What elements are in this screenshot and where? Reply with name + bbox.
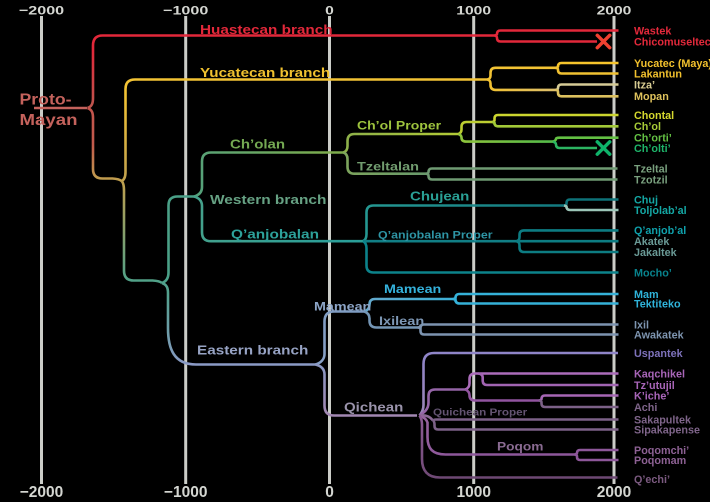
svg-text:Tektiteko: Tektiteko (634, 298, 681, 310)
svg-text:0: 0 (325, 3, 334, 17)
svg-text:Tzotzil: Tzotzil (634, 174, 668, 186)
svg-text:Awakatek: Awakatek (634, 329, 685, 341)
svg-text:Wastek: Wastek (634, 25, 672, 37)
svg-text:Tzeltal: Tzeltal (634, 163, 668, 175)
svg-text:Sipakapense: Sipakapense (634, 424, 700, 436)
svg-text:2000: 2000 (597, 484, 631, 501)
svg-text:Mayan: Mayan (20, 112, 78, 129)
svg-text:Ch’orti’: Ch’orti’ (634, 133, 672, 145)
svg-text:Mamean: Mamean (384, 282, 441, 296)
svg-text:Tzeltalan: Tzeltalan (357, 160, 419, 174)
svg-text:Mam: Mam (634, 289, 659, 301)
svg-text:Lakantun: Lakantun (634, 68, 682, 80)
svg-text:Uspantek: Uspantek (634, 348, 684, 360)
svg-text:−1000: −1000 (164, 484, 208, 501)
svg-text:Yucatec (Maya): Yucatec (Maya) (634, 58, 710, 70)
svg-text:−1000: −1000 (163, 3, 208, 17)
svg-text:Tz’utujil: Tz’utujil (634, 380, 675, 392)
svg-text:Eastern branch: Eastern branch (197, 343, 308, 358)
svg-text:Ixil: Ixil (634, 319, 649, 331)
svg-text:Poqom: Poqom (497, 440, 544, 454)
svg-text:Q’anjobalan: Q’anjobalan (231, 227, 319, 242)
svg-text:Sakapultek: Sakapultek (634, 414, 692, 426)
svg-text:0: 0 (325, 484, 334, 501)
svg-text:Western branch: Western branch (210, 192, 326, 207)
svg-text:Yucatecan branch: Yucatecan branch (200, 65, 330, 80)
svg-text:Poqomchi’: Poqomchi’ (634, 445, 689, 457)
svg-text:Mopan: Mopan (634, 91, 669, 103)
svg-text:Achi: Achi (634, 402, 657, 414)
svg-text:−2000: −2000 (19, 3, 64, 17)
svg-text:Itza’: Itza’ (634, 79, 655, 91)
svg-text:1000: 1000 (456, 484, 490, 501)
svg-text:Akatek: Akatek (634, 236, 670, 248)
svg-text:2000: 2000 (597, 3, 632, 17)
svg-text:Chicomuseltec: Chicomuseltec (634, 36, 710, 48)
svg-text:Q’anjobalan Proper: Q’anjobalan Proper (378, 230, 493, 242)
svg-text:1000: 1000 (456, 3, 491, 17)
svg-text:Kaqchikel: Kaqchikel (634, 368, 685, 380)
svg-text:Ch’olti’: Ch’olti’ (634, 143, 671, 155)
svg-text:Quichean Proper: Quichean Proper (433, 408, 527, 419)
svg-text:Mocho’: Mocho’ (634, 267, 672, 279)
svg-text:Ch’ol: Ch’ol (634, 121, 661, 133)
svg-text:Proto-: Proto- (20, 92, 72, 109)
svg-text:Poqomam: Poqomam (634, 455, 686, 467)
svg-text:Q’echi’: Q’echi’ (634, 474, 670, 486)
svg-text:Mamean: Mamean (314, 300, 371, 314)
svg-text:Ch’olan: Ch’olan (230, 137, 285, 152)
svg-text:K’iche’: K’iche’ (634, 390, 669, 402)
svg-text:Huastecan branch: Huastecan branch (200, 22, 333, 37)
svg-text:Jakaltek: Jakaltek (634, 247, 678, 259)
svg-text:Qichean: Qichean (344, 400, 403, 415)
svg-text:Q’anjob’al: Q’anjob’al (634, 225, 686, 237)
svg-text:Ixilean: Ixilean (379, 314, 424, 328)
svg-text:Ch’ol Proper: Ch’ol Proper (357, 119, 441, 133)
svg-text:−2000: −2000 (20, 484, 64, 501)
svg-text:Chuj: Chuj (634, 194, 658, 206)
svg-text:Chujean: Chujean (410, 189, 469, 204)
svg-text:Chontal: Chontal (634, 110, 674, 122)
svg-text:Toljolab’al: Toljolab’al (634, 205, 687, 217)
